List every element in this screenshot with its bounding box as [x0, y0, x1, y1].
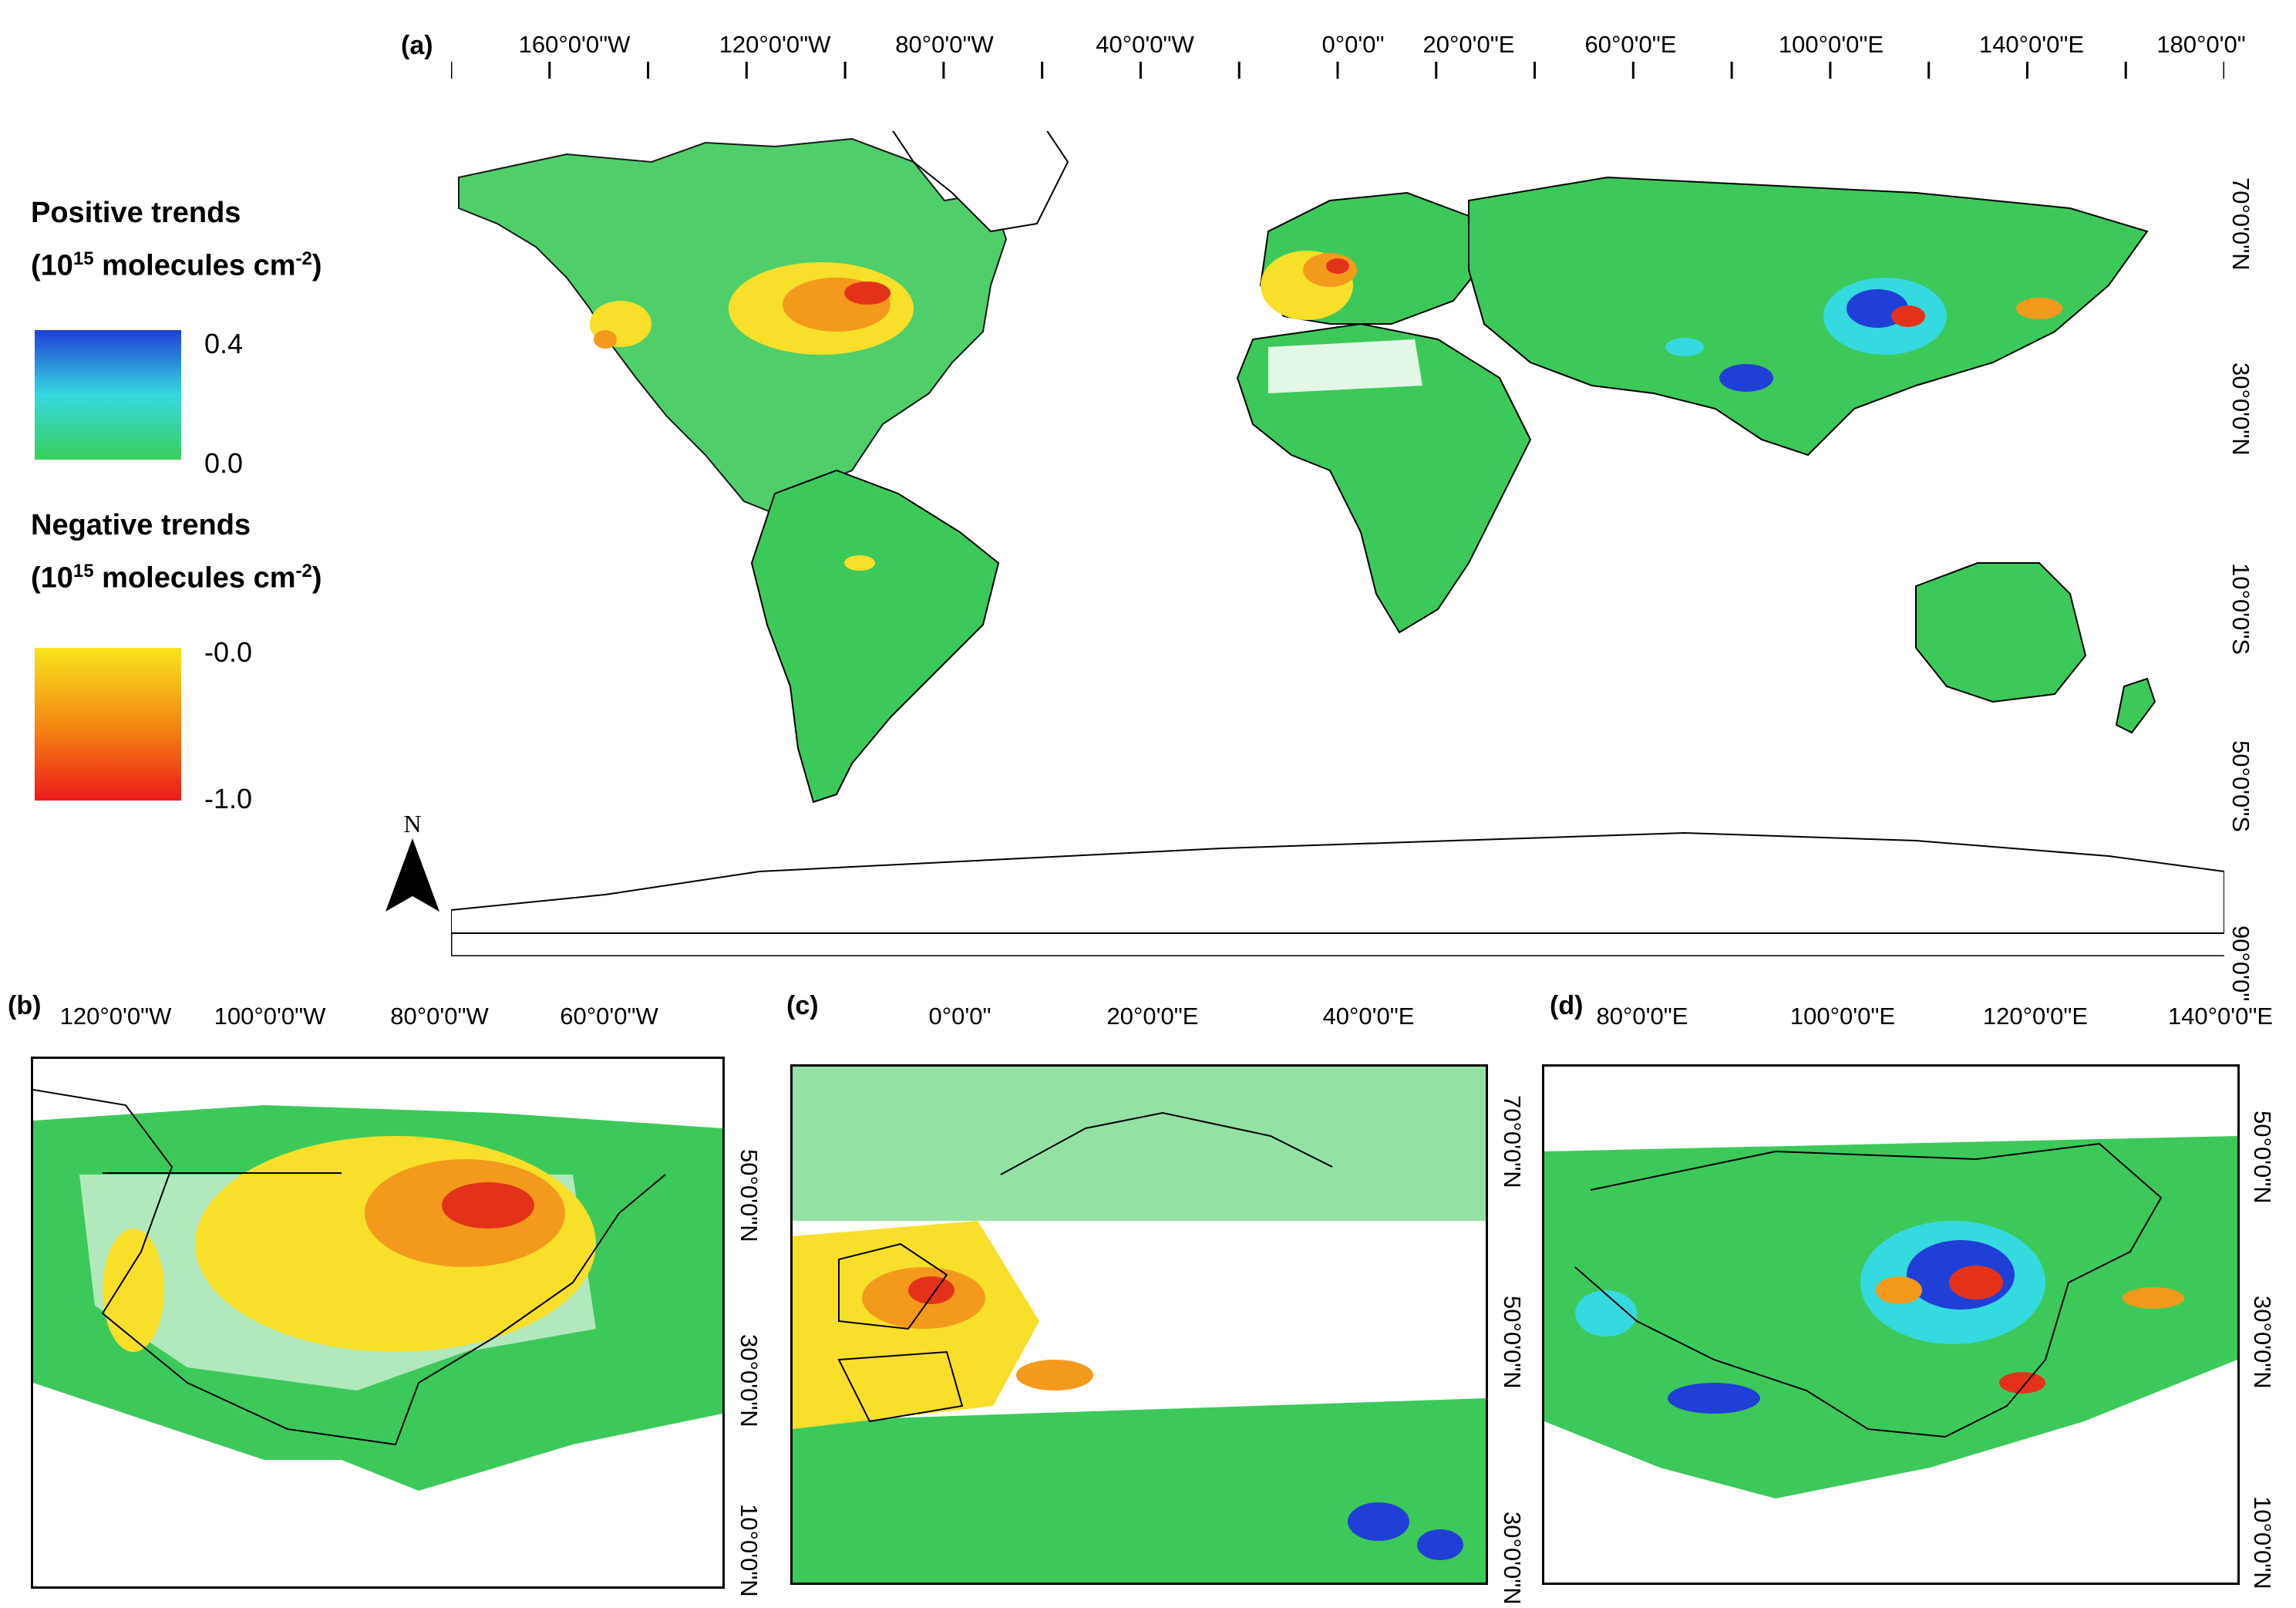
panel_a-top-tick-label: 40°0'0"W	[1096, 31, 1194, 58]
panel_a-top-tick-label: 20°0'0"E	[1422, 31, 1515, 58]
panel-c-top-axis: 0°0'0" 20°0'0"E 40°0'0"E	[790, 1003, 1484, 1049]
panel-c-right-axis: 70°0'0"N 50°0'0"N 30°0'0"N	[1492, 1064, 1538, 1605]
panel_a-right-tick-label: 90°0'0"	[2227, 925, 2254, 1002]
panel_a-right-tick-label: 70°0'0"N	[2227, 177, 2254, 271]
panel_c-right-tick-label: 70°0'0"N	[1499, 1095, 1526, 1188]
asia-landmass	[1468, 176, 2149, 457]
new-zealand-landmass	[2115, 677, 2156, 734]
panel_a-top-tick-label: 100°0'0"E	[1778, 31, 1884, 58]
antarctica-landmass	[451, 831, 2224, 934]
panel_a-top-tick-label: 60°0'0"E	[1584, 31, 1677, 58]
legend-negative-title: Negative trends	[31, 509, 251, 541]
panel_c-right-tick-label: 30°0'0"N	[1499, 1512, 1526, 1605]
legend-positive-ramp	[35, 330, 181, 460]
north-america-landmass	[458, 137, 1008, 518]
panel_d-right-tick-label: 50°0'0"N	[2249, 1111, 2276, 1204]
panel_a-right-tick-label: 30°0'0"N	[2227, 362, 2254, 456]
legend-positive: Positive trends (1015 molecules cm-2)	[31, 197, 322, 283]
panel_d-right-tick-label: 30°0'0"N	[2249, 1296, 2276, 1389]
panel-c-map	[790, 1064, 1488, 1585]
panel_a-top-tick-label: 180°0'0"	[2156, 31, 2246, 58]
panel_b-right-tick-label: 10°0'0"N	[736, 1504, 763, 1597]
panel_a-top-tick-label: 80°0'0"W	[895, 31, 994, 58]
legend-negative-min: -1.0	[204, 783, 253, 814]
panel-a-label: (a)	[401, 31, 433, 60]
panel-a-right-axis: 70°0'0"N 30°0'0"N 10°0'0"S 50°0'0"S 90°0'0"	[2220, 131, 2267, 1001]
panel_a-top-tick-label: 0°0'0"	[1321, 31, 1385, 58]
panel-b-top-axis: 120°0'0"W 100°0'0"W 80°0'0"W 60°0'0"W	[31, 1003, 725, 1049]
panel_b-top-tick-label: 80°0'0"W	[390, 1003, 489, 1030]
north-arrow-label: N	[403, 810, 422, 838]
panel_d-top-tick-label: 140°0'0"E	[2167, 1003, 2274, 1030]
north-arrow: N	[382, 810, 443, 933]
panel_c-right-tick-label: 50°0'0"N	[1499, 1296, 1526, 1389]
legend-negative: Negative trends (1015 molecules cm-2)	[31, 509, 322, 595]
legend-positive-max: 0.4	[204, 328, 244, 359]
panel-a-top-axis: 160°0'0"W 120°0'0"W 80°0'0"W 40°0'0"W 0°0'0"…	[451, 31, 2246, 85]
panel_c-top-tick-label: 0°0'0"	[928, 1003, 991, 1030]
panel_b-top-tick-label: 120°0'0"W	[59, 1003, 172, 1030]
panel_b-top-tick-label: 60°0'0"W	[560, 1003, 658, 1030]
panel_a-top-tick-label: 160°0'0"W	[518, 31, 631, 58]
legend-negative-units: (1015 molecules cm-2)	[31, 561, 322, 595]
panel-d-top-axis: 80°0'0"E 100°0'0"E 120°0'0"E 140°0'0"E	[1542, 1003, 2274, 1049]
panel_d-top-tick-label: 120°0'0"E	[1982, 1003, 2089, 1030]
legend-positive-min: 0.0	[204, 447, 244, 479]
panel_a-top-tick-label: 140°0'0"E	[1978, 31, 2085, 58]
panel_b-right-tick-label: 50°0'0"N	[736, 1149, 763, 1242]
panel-b-right-axis: 50°0'0"N 30°0'0"N 10°0'0"N	[729, 1057, 775, 1597]
panel_d-top-tick-label: 100°0'0"E	[1789, 1003, 1896, 1030]
panel-c-label: (c)	[786, 991, 819, 1020]
panel-d-label: (d)	[1550, 991, 1584, 1020]
panel_a-right-tick-label: 10°0'0"S	[2227, 563, 2254, 655]
panel_a-top-tick-label: 120°0'0"W	[719, 31, 831, 58]
north-arrow-icon	[385, 838, 439, 912]
legend-negative-ramp	[35, 648, 181, 801]
panel_d-right-tick-label: 10°0'0"N	[2249, 1496, 2276, 1589]
legend-positive-title: Positive trends	[31, 197, 241, 229]
panel_d-top-tick-label: 80°0'0"E	[1596, 1003, 1688, 1030]
panel-a-map	[451, 131, 2224, 956]
panel-d-map	[1542, 1064, 2240, 1585]
legend-negative-max: -0.0	[204, 636, 253, 668]
panel_c-top-tick-label: 20°0'0"E	[1106, 1003, 1199, 1030]
legend-positive-units: (1015 molecules cm-2)	[31, 248, 322, 282]
panel_b-right-tick-label: 30°0'0"N	[736, 1334, 763, 1428]
europe-landmass	[1259, 191, 1486, 325]
panel_b-top-tick-label: 100°0'0"W	[214, 1003, 326, 1030]
panel-d-right-axis: 50°0'0"N 30°0'0"N 10°0'0"N	[2242, 1064, 2288, 1589]
panel-b-map	[31, 1057, 725, 1589]
south-america-landmass	[750, 469, 1000, 804]
greenland-landmass	[892, 131, 1069, 233]
panel_a-right-tick-label: 50°0'0"S	[2227, 740, 2254, 832]
panel-b-label: (b)	[8, 991, 42, 1020]
africa-landmass	[1236, 322, 1532, 634]
panel_c-top-tick-label: 40°0'0"E	[1322, 1003, 1415, 1030]
australia-landmass	[1915, 562, 2087, 703]
